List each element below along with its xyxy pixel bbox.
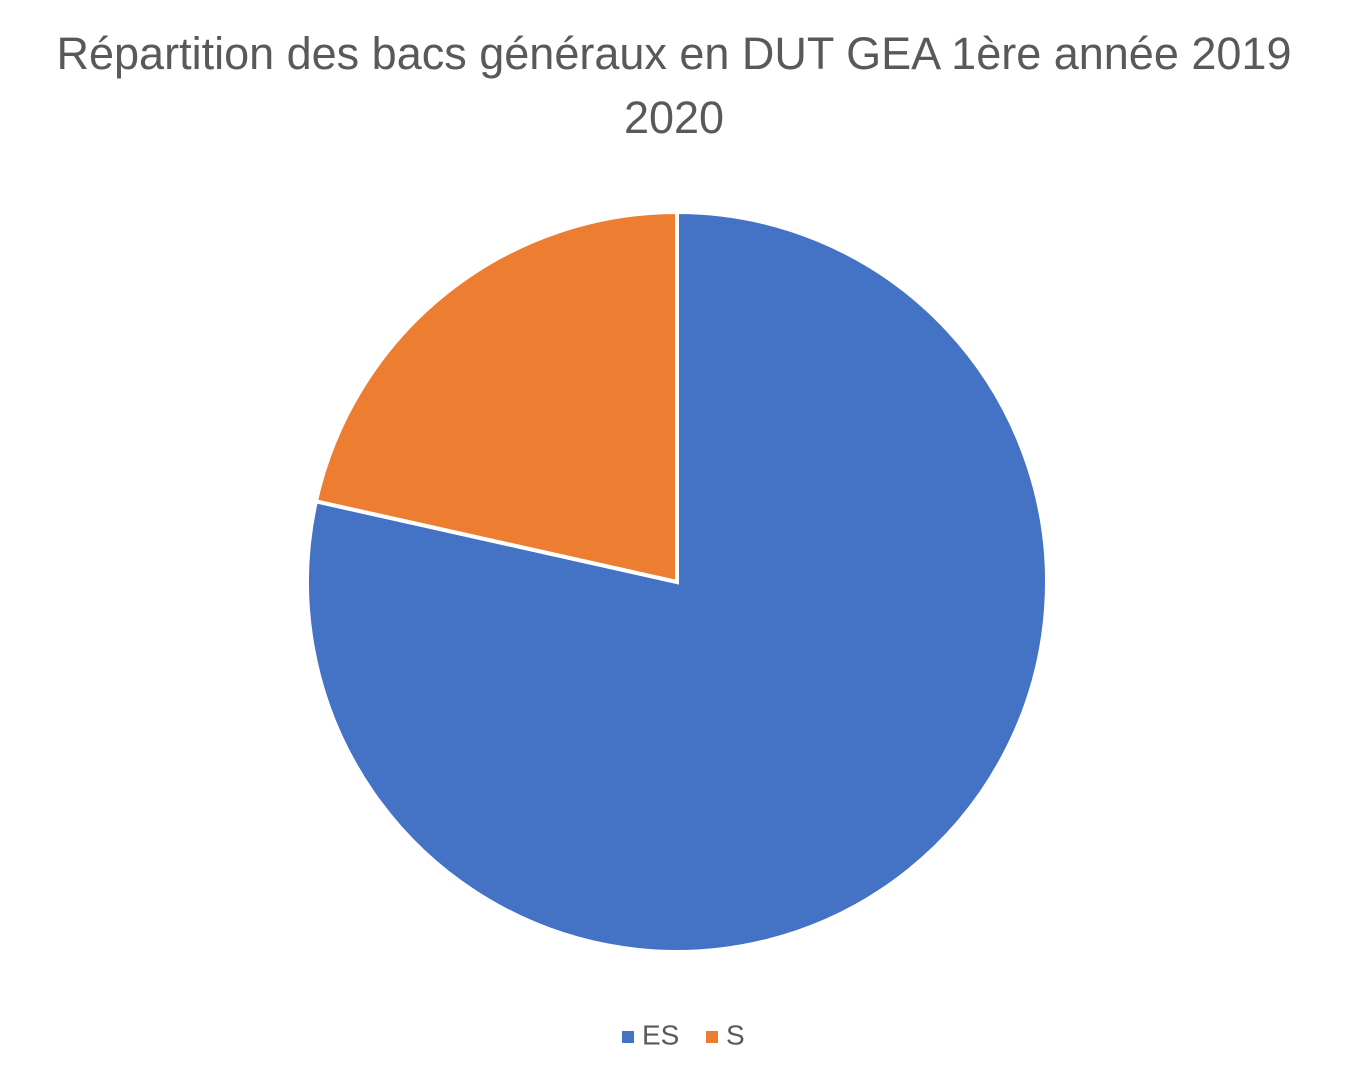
- legend-swatch: [622, 1031, 634, 1043]
- legend-swatch: [706, 1031, 718, 1043]
- legend-label: ES: [642, 1019, 679, 1050]
- pie-slice: [313, 209, 679, 585]
- pie-slice: [305, 209, 1049, 954]
- chart-title: Répartition des bacs généraux en DUT GEA…: [56, 28, 1292, 143]
- legend-label: S: [726, 1019, 745, 1050]
